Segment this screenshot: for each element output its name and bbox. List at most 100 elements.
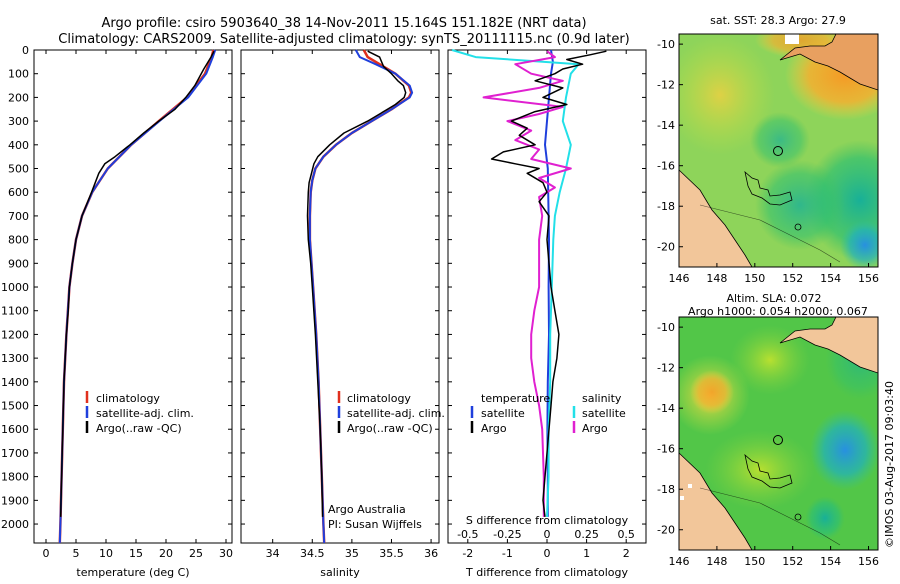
map-y-tick-label: -14	[657, 119, 675, 132]
map-x-tick-label: 154	[820, 555, 841, 568]
s-tick-label: 0.25	[574, 528, 599, 541]
depth-tick-label: 1200	[1, 328, 29, 341]
depth-tick-label: 1800	[1, 471, 29, 484]
land-mass	[679, 169, 753, 267]
depth-tick-label: 2000	[1, 518, 29, 531]
legend-label-t-argo: Argo	[481, 422, 507, 435]
depth-tick-label: 500	[8, 163, 29, 176]
legend-label-argo: Argo(..raw -QC)	[347, 422, 433, 435]
legend-label-s-argo: Argo	[582, 422, 608, 435]
map-x-tick-label: 152	[782, 272, 803, 285]
map-y-tick-label: -20	[657, 524, 675, 537]
depth-tick-label: 0	[22, 44, 29, 57]
difference-x-ticks: -2 -1 0 1 2 -0.5 -0.25 0 0.25 0.5	[457, 50, 635, 560]
sal-line-argo	[306, 50, 407, 517]
depth-tick-label: 600	[8, 186, 29, 199]
diff-line-s-argo	[482, 50, 572, 517]
temperature-legend: climatology satellite-adj. clim. Argo(..…	[85, 391, 194, 435]
s-tick-label: -0.5	[457, 528, 478, 541]
x-tick-label: 34.5	[300, 547, 325, 560]
depth-axis: 0 100 200 300 400 500 600 700 800 900 1000 1100 1200…	[1, 44, 646, 531]
temp-line-satellite	[58, 49, 217, 544]
legend-label-satellite: satellite-adj. clim.	[96, 407, 194, 420]
legend-label-satellite: satellite-adj. clim.	[347, 407, 445, 420]
map-y-tick-label: -20	[657, 241, 675, 254]
diff-line-s-satellite	[451, 49, 580, 517]
x-tick-label: 20	[159, 547, 173, 560]
depth-tick-label: 1400	[1, 376, 29, 389]
sla-map-frame	[678, 316, 879, 551]
legend-label-climatology: climatology	[96, 392, 160, 405]
sst-map-axes: 146 148 150 152 154 156 -10 -12 -14 -16 -18 -20	[657, 38, 879, 285]
salinity-x-ticks: 34 34.5 35 35.5 36	[266, 50, 438, 560]
temperature-panel-frame	[33, 49, 233, 544]
difference-xlabel: T difference from climatology	[465, 566, 628, 579]
legend-heading-salinity: salinity	[582, 392, 622, 405]
x-tick-label: 5	[73, 547, 80, 560]
temp-line-climatology	[58, 49, 215, 544]
sla-float-marker	[773, 435, 783, 445]
sst-float-marker	[773, 146, 783, 156]
depth-tick-label: 700	[8, 210, 29, 223]
sst-map-title: sat. SST: 28.3 Argo: 27.9	[710, 14, 846, 27]
map-x-tick-label: 154	[820, 272, 841, 285]
depth-tick-label: 1700	[1, 447, 29, 460]
map-x-tick-label: 156	[858, 272, 879, 285]
depth-tick-label: 1000	[1, 281, 29, 294]
s-tick-label: -0.25	[493, 528, 521, 541]
map-y-tick-label: -10	[657, 38, 675, 51]
map-x-tick-label: 150	[744, 555, 765, 568]
temp-line-argo	[59, 50, 215, 517]
figure-title-line1: Argo profile: csiro 5903640_38 14-Nov-20…	[101, 16, 586, 31]
map-x-tick-label: 156	[858, 555, 879, 568]
salinity-xlabel: salinity	[320, 566, 360, 579]
map-y-tick-label: -12	[657, 362, 675, 375]
depth-tick-label: 400	[8, 139, 29, 152]
depth-tick-label: 900	[8, 257, 29, 270]
png-coast	[779, 317, 878, 374]
argo-australia-annotation: Argo Australia	[328, 503, 406, 516]
difference-lines	[451, 49, 607, 517]
x-tick-label: 25	[189, 547, 203, 560]
sst-map-field	[679, 34, 878, 267]
x-tick-label: 30	[219, 547, 233, 560]
x-tick-label: 1	[583, 547, 590, 560]
x-tick-label: -2	[462, 547, 473, 560]
x-tick-label: 0	[43, 547, 50, 560]
x-tick-label: -1	[502, 547, 513, 560]
temperature-xlabel: temperature (deg C)	[76, 566, 189, 579]
map-y-tick-label: -16	[657, 160, 675, 173]
pi-annotation: PI: Susan Wijffels	[328, 518, 422, 531]
x-tick-label: 34	[266, 547, 280, 560]
depth-tick-label: 300	[8, 115, 29, 128]
depth-tick-label: 800	[8, 234, 29, 247]
map-y-tick-label: -14	[657, 402, 675, 415]
sal-line-satellite	[308, 49, 414, 544]
map-y-tick-label: -16	[657, 443, 675, 456]
x-tick-label: 35	[345, 547, 359, 560]
salinity-lines	[306, 49, 414, 544]
difference-legend: temperature satellite Argo salinity sate…	[470, 392, 626, 435]
imos-credit: ©IMOS 03-Aug-2017 09:03:40	[883, 381, 896, 548]
sla-map-title-line1: Altim. SLA: 0.072	[726, 292, 821, 305]
legend-label-t-satellite: satellite	[481, 407, 525, 420]
map-y-tick-label: -18	[657, 200, 675, 213]
sst-map-frame	[678, 33, 879, 268]
salinity-legend: climatology satellite-adj. clim. Argo(..…	[337, 391, 445, 435]
map-x-tick-label: 146	[669, 555, 690, 568]
depth-tick-label: 1500	[1, 400, 29, 413]
depth-tick-label: 1900	[1, 494, 29, 507]
map-x-tick-label: 148	[706, 555, 727, 568]
x-tick-label: 35.5	[379, 547, 404, 560]
x-tick-label: 15	[129, 547, 143, 560]
map-y-tick-label: -10	[657, 321, 675, 334]
legend-label-s-satellite: satellite	[582, 407, 626, 420]
png-coast	[779, 34, 878, 91]
temperature-lines	[58, 49, 217, 544]
figure-title-line2: Climatology: CARS2009. Satellite-adjuste…	[58, 32, 630, 47]
depth-tick-label: 1100	[1, 305, 29, 318]
legend-label-climatology: climatology	[347, 392, 411, 405]
depth-tick-label: 200	[8, 91, 29, 104]
sla-secondary-marker	[794, 513, 802, 521]
